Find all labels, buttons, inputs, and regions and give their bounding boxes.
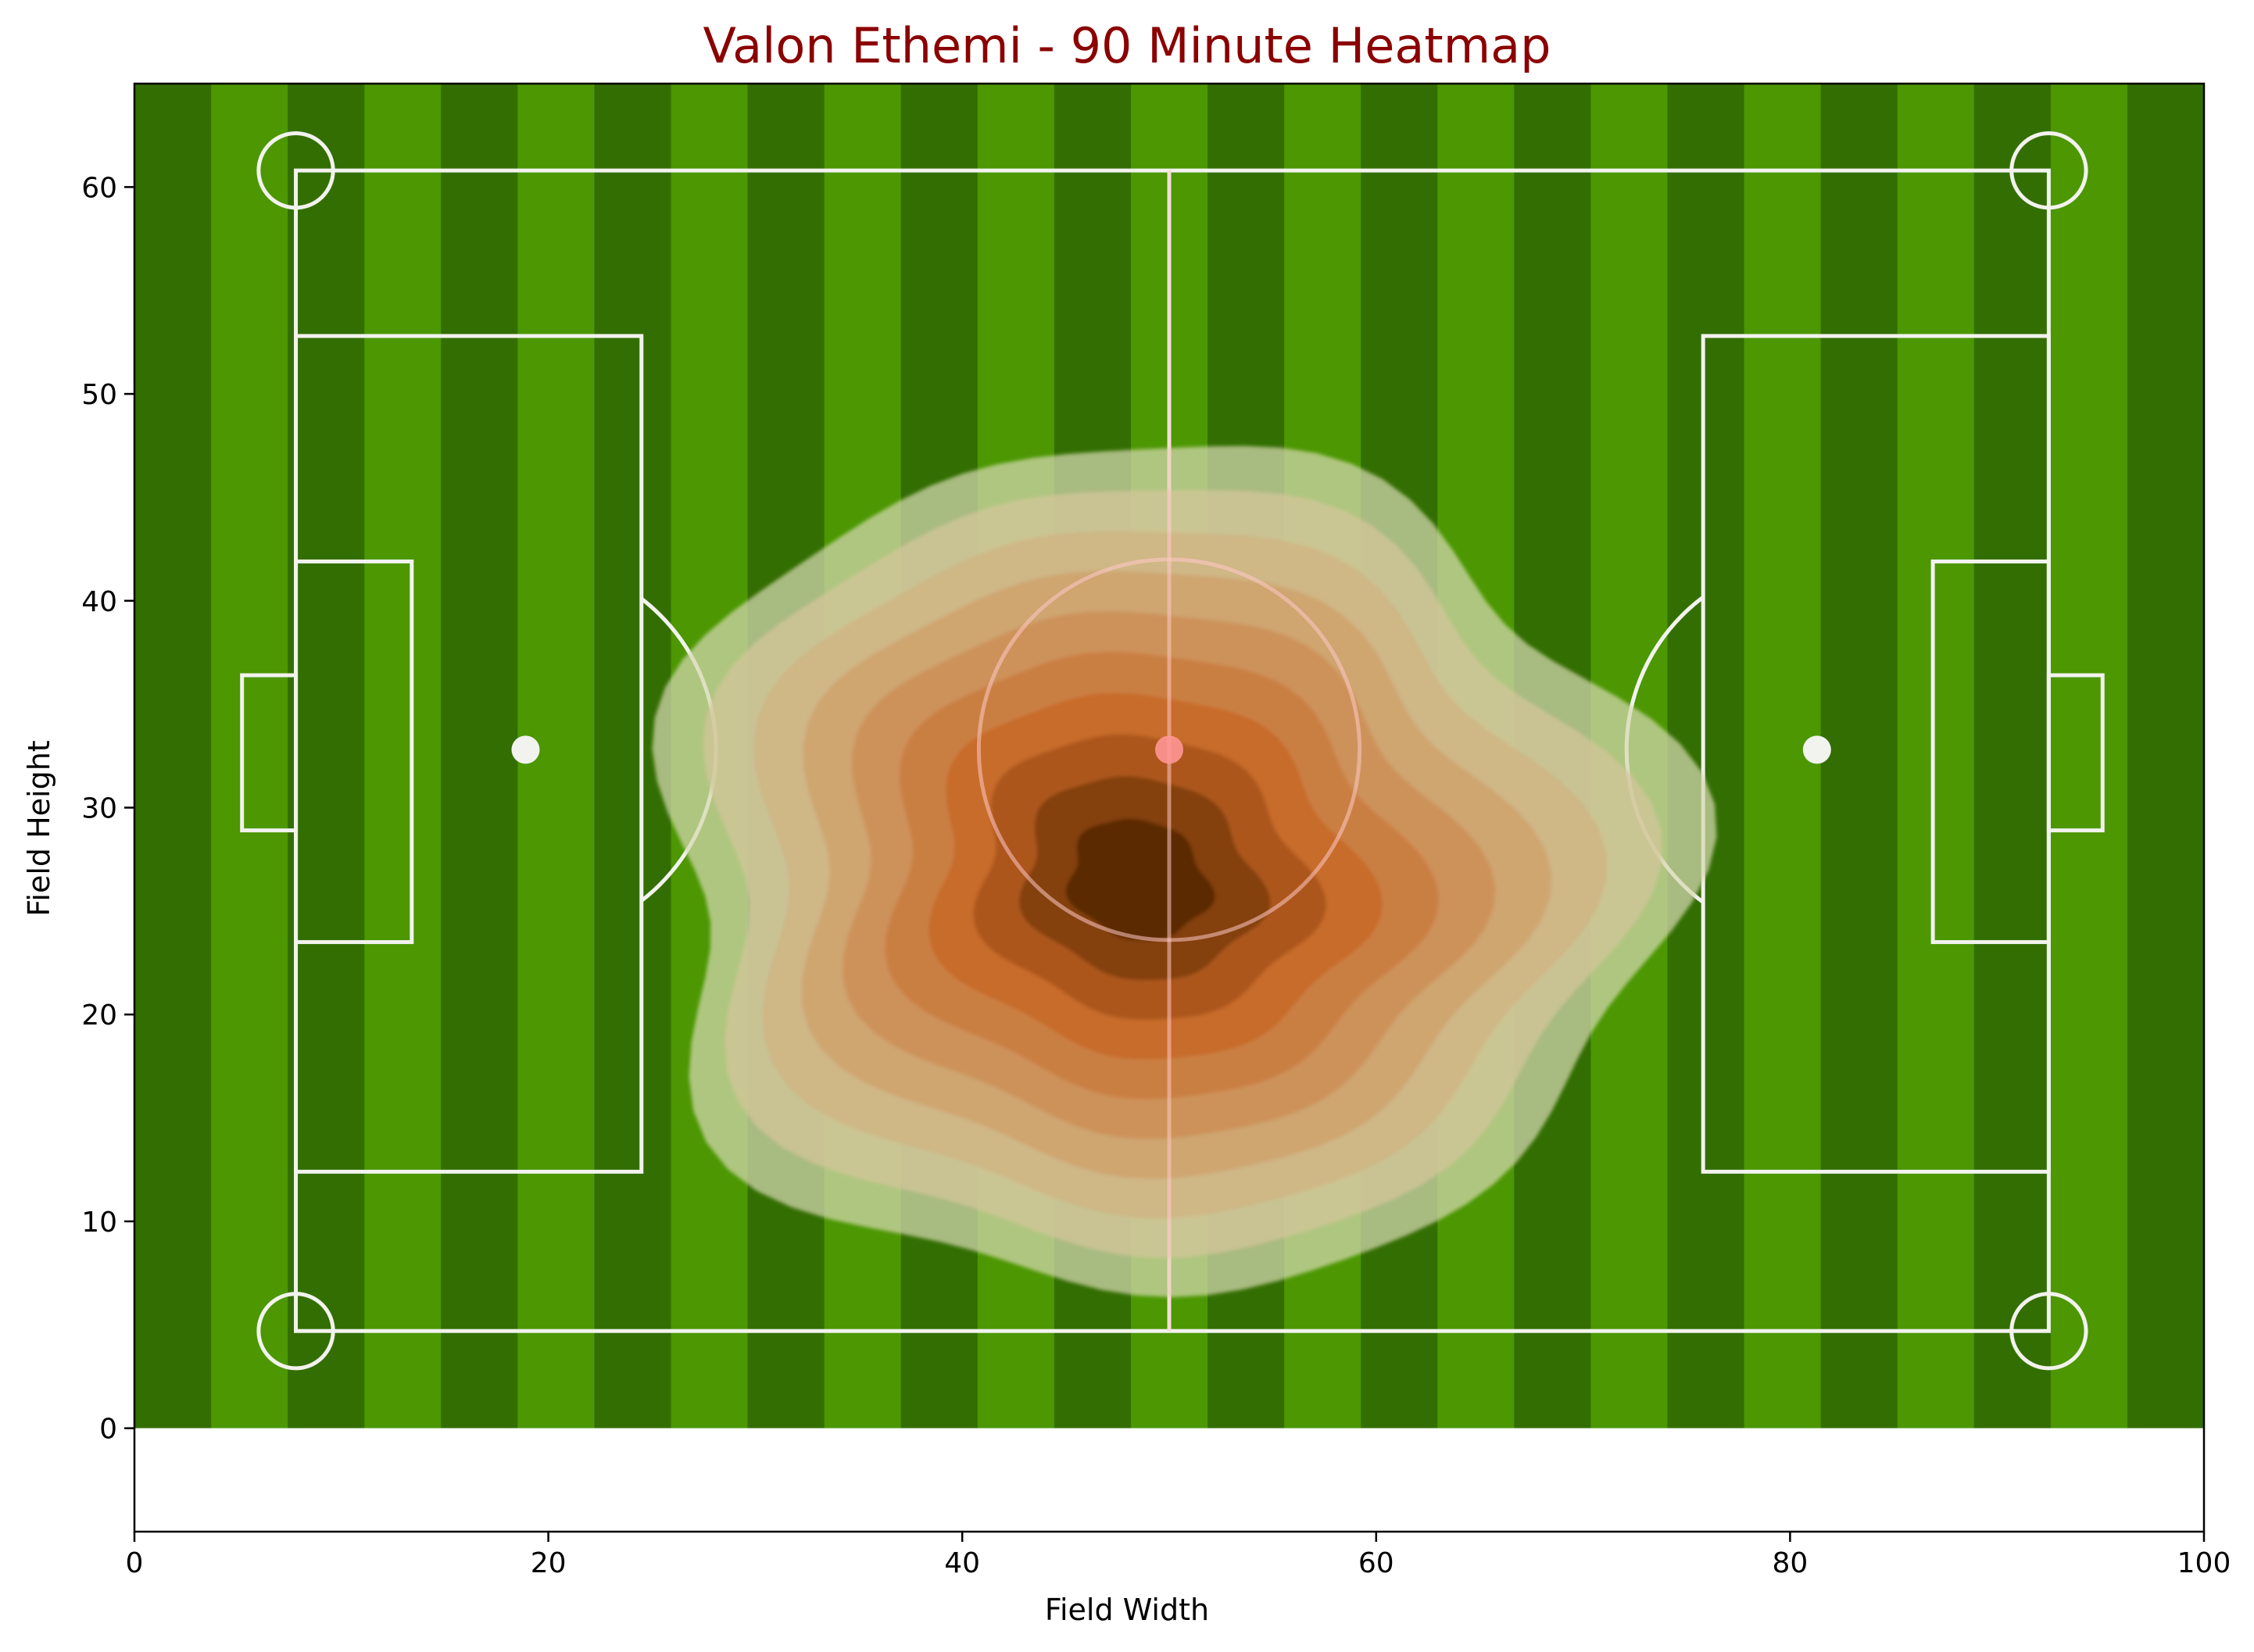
grass-stripe — [2050, 84, 2128, 1429]
center-overlay — [976, 170, 1362, 1332]
grass-stripe — [211, 84, 289, 1429]
x-axis-label: Field Width — [1044, 1593, 1210, 1627]
chart-title: Valon Ethemi - 90 Minute Heatmap — [703, 17, 1551, 74]
grass-stripe — [134, 84, 213, 1429]
grass-stripe — [1820, 84, 1898, 1429]
y-tick-label: 0 — [99, 1414, 117, 1446]
x-tick-label: 100 — [2177, 1547, 2231, 1579]
corner-arc — [2009, 131, 2088, 210]
corner-arc — [256, 131, 335, 210]
corner-arc — [2009, 1292, 2088, 1371]
grass-stripe — [288, 84, 366, 1429]
axis-ticks: 0 20 40 60 80 100 0 10 20 30 40 50 60 — [81, 172, 2231, 1579]
left-penalty-spot — [511, 735, 540, 764]
grass-stripe — [441, 84, 519, 1429]
x-tick-label: 20 — [531, 1547, 567, 1579]
grass-stripe — [1897, 84, 1975, 1429]
y-axis-label: Field Height — [22, 740, 56, 917]
left-goal — [240, 673, 299, 833]
plot-area — [134, 84, 2204, 1532]
x-tick-label: 0 — [126, 1547, 144, 1579]
y-tick-label: 10 — [81, 1207, 117, 1239]
x-tick-label: 60 — [1358, 1547, 1394, 1579]
y-tick-label: 40 — [81, 586, 117, 618]
x-tick-label: 40 — [944, 1547, 980, 1579]
x-tick-label: 80 — [1772, 1547, 1808, 1579]
right-penalty-spot — [1802, 735, 1831, 764]
grass-stripe — [1973, 84, 2052, 1429]
corner-arc — [256, 1292, 335, 1371]
grass-stripe — [2127, 84, 2204, 1429]
y-tick-label: 30 — [81, 793, 117, 825]
density-level — [1065, 818, 1215, 941]
y-tick-label: 50 — [81, 379, 117, 411]
grass-stripe — [364, 84, 442, 1429]
y-tick-label: 60 — [81, 172, 117, 204]
density-contours — [652, 445, 1717, 1297]
center-spot-overlay — [1155, 735, 1183, 764]
below-pitch-area — [134, 1428, 2204, 1532]
right-goal — [2046, 673, 2105, 833]
y-tick-label: 20 — [81, 999, 117, 1032]
